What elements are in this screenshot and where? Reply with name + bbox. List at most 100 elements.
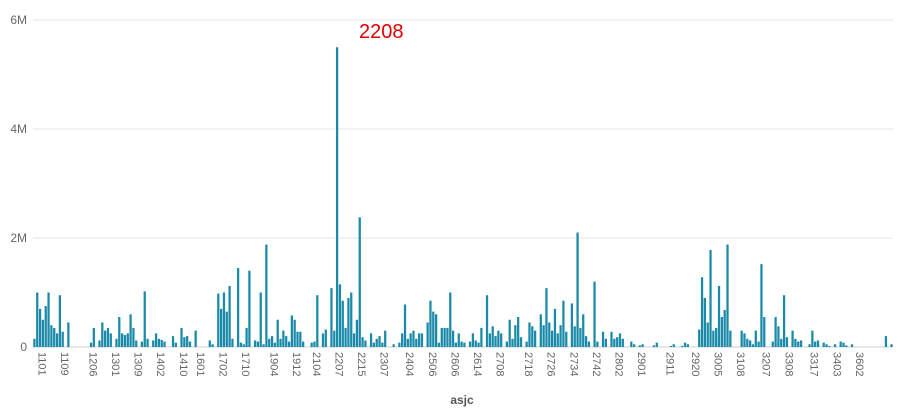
bar-1801[interactable] [245,327,248,347]
bar-1405[interactable] [160,339,163,347]
bar-2604[interactable] [440,327,443,347]
bar-2212[interactable] [344,327,347,347]
bar-3305[interactable] [771,341,774,347]
bar-2733[interactable] [562,300,565,347]
bar-2741[interactable] [584,336,588,347]
bar-1212[interactable] [101,322,104,347]
bar-2747[interactable] [601,331,605,347]
bar-2505[interactable] [420,333,424,348]
bar-3321[interactable] [816,340,820,347]
bar-1804[interactable] [253,340,257,347]
bar-2716[interactable] [514,325,517,347]
bar-1103[interactable] [38,308,42,347]
bar-3005[interactable] [709,249,712,347]
bar-1505[interactable] [188,341,192,347]
bar-1503[interactable] [183,337,186,347]
bar-3319[interactable] [811,330,814,347]
bar-3315[interactable] [799,340,803,347]
bar-1602[interactable] [194,330,197,347]
bar-2501[interactable] [409,333,412,348]
bar-3206[interactable] [754,330,757,347]
bar-2211[interactable] [341,300,344,347]
bar-3318[interactable] [808,344,811,347]
bar-1402[interactable] [152,340,155,347]
bar-2704[interactable] [480,327,483,347]
bar-3204[interactable] [749,340,752,347]
bar-2915[interactable] [672,344,675,347]
bar-2609[interactable] [454,342,458,347]
bar-2612[interactable] [463,342,466,347]
bar-1110[interactable] [58,295,61,347]
bar-2744[interactable] [593,281,596,347]
bar-1910[interactable] [282,330,285,347]
bar-2208[interactable] [333,330,336,347]
bar-2602[interactable] [434,314,438,347]
bar-2611[interactable] [460,341,463,347]
bar-2608[interactable] [451,330,455,347]
bar-2502[interactable] [412,330,415,347]
bar-3104[interactable] [720,317,723,347]
bar-2102[interactable] [302,341,305,347]
bar-2210[interactable] [338,284,342,347]
bar-2718[interactable] [519,337,523,347]
bar-2722[interactable] [531,326,534,347]
bar-2307[interactable] [375,338,378,347]
bar-2903[interactable] [638,345,641,347]
bar-2003[interactable] [296,331,299,347]
bar-1109[interactable] [55,333,59,348]
bar-1907[interactable] [273,342,276,347]
bar-1911[interactable] [285,336,288,347]
bar-2401[interactable] [392,344,395,347]
bar-1802[interactable] [248,270,251,347]
bar-1902[interactable] [259,292,262,348]
bar-3002[interactable] [700,277,704,347]
bar-2614[interactable] [468,341,472,347]
bar-3101[interactable] [712,330,715,347]
bar-1909[interactable] [279,338,282,347]
bar-2215[interactable] [352,333,356,348]
bar-2305[interactable] [369,333,373,348]
bar-1904[interactable] [265,244,268,347]
bar-1403[interactable] [154,333,158,348]
bar-2601[interactable] [432,311,435,347]
bar-2742[interactable] [587,341,591,347]
bar-2904[interactable] [641,344,644,347]
bar-2710[interactable] [497,330,500,347]
bar-2105[interactable] [310,342,313,347]
bar-3001[interactable] [698,329,701,347]
bar-2308[interactable] [378,336,381,347]
bar-2723[interactable] [534,330,537,347]
bar-2715[interactable] [511,338,514,347]
bar-1111[interactable] [61,331,64,347]
bar-2303[interactable] [364,340,367,347]
bar-3616[interactable] [890,344,893,347]
bar-1607[interactable] [208,340,211,347]
bar-1213[interactable] [104,330,107,347]
bar-1908[interactable] [276,319,279,347]
bar-2920[interactable] [686,344,690,347]
bar-1308[interactable] [126,333,129,348]
bar-2730[interactable] [553,308,557,347]
bar-2738[interactable] [576,232,579,347]
bar-1404[interactable] [157,338,161,347]
bar-3308[interactable] [780,338,783,347]
bar-2804[interactable] [616,337,619,347]
bar-2809[interactable] [630,341,633,347]
bar-3506[interactable] [845,345,848,347]
bar-1504[interactable] [186,336,189,347]
bar-2726[interactable] [542,325,545,347]
bar-1307[interactable] [123,335,127,347]
bar-1309[interactable] [129,314,132,347]
bar-3103[interactable] [717,285,721,347]
bar-2504[interactable] [418,333,421,348]
bar-2213[interactable] [347,297,350,347]
bar-1912[interactable] [287,341,291,347]
bar-2803[interactable] [613,338,616,347]
bar-2717[interactable] [517,317,520,347]
bar-3502[interactable] [833,344,837,347]
bar-3402[interactable] [825,344,828,347]
bar-2606[interactable] [446,327,449,347]
bar-2503[interactable] [415,338,418,347]
bar-2721[interactable] [528,322,531,347]
bar-1113[interactable] [67,322,70,347]
